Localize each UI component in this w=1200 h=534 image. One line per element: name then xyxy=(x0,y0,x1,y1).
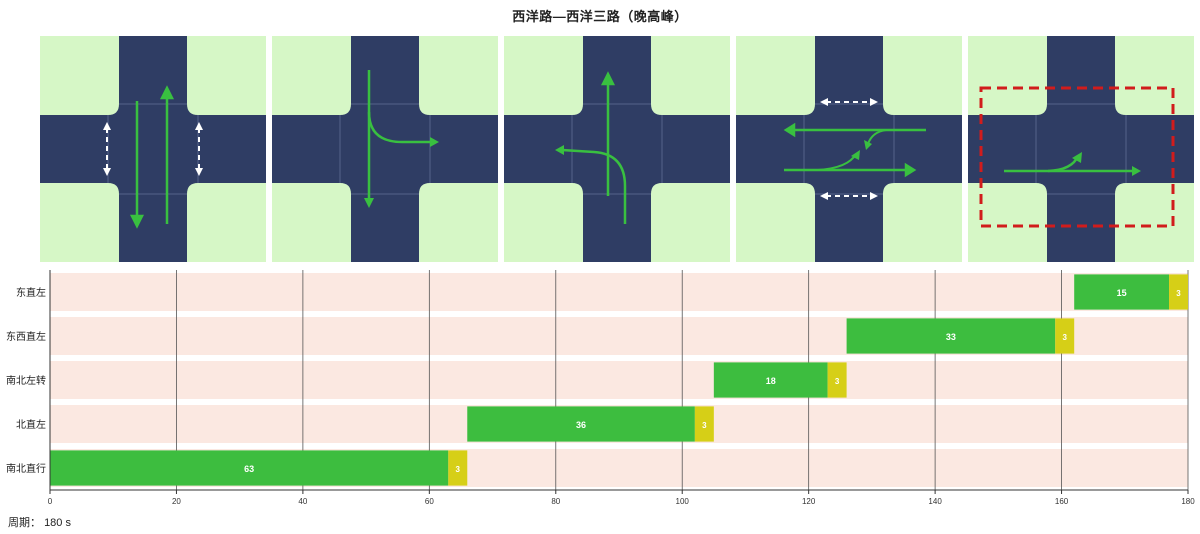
x-tick-label: 60 xyxy=(425,497,434,506)
green-duration-label: 36 xyxy=(576,420,586,430)
x-tick-label: 40 xyxy=(298,497,307,506)
row-label: 南北左转 xyxy=(6,374,46,387)
intersection-road xyxy=(40,36,266,262)
chart-row-labels: 南北直行 北直左 南北左转 东西直左 东直左 xyxy=(6,286,46,475)
row-label: 东直左 xyxy=(16,286,46,299)
x-tick-label: 180 xyxy=(1181,497,1195,506)
pedestrian-crossing-arrows xyxy=(103,122,203,176)
row-background xyxy=(50,273,1188,311)
north-south-straight-arrows xyxy=(129,85,175,229)
phase-5-diagram xyxy=(968,36,1194,262)
row-label: 南北直行 xyxy=(6,462,46,475)
green-bar xyxy=(846,318,1056,354)
phase-2-diagram xyxy=(272,36,498,262)
green-bar xyxy=(1074,274,1170,310)
north-left-turn-arrow xyxy=(555,145,627,224)
x-tick-label: 0 xyxy=(48,497,53,506)
cycle-label: 周期： xyxy=(8,517,41,529)
intersection-road xyxy=(736,36,962,262)
green-bar xyxy=(467,406,695,442)
x-tick-label: 120 xyxy=(802,497,816,506)
signal-timing-chart: 63 336 318 333 315 3 0 20 40 60 80 100 120 140 160 180… xyxy=(6,270,1195,506)
yellow-bar xyxy=(1055,318,1075,354)
x-tick-label: 160 xyxy=(1055,497,1069,506)
cycle-text: 周期： 180 s xyxy=(8,514,71,530)
green-bar xyxy=(50,450,449,486)
east-west-left-turn-arrows xyxy=(817,129,926,171)
pedestrian-crossing-arrows xyxy=(820,98,878,200)
green-duration-label: 33 xyxy=(946,332,956,342)
yellow-bar xyxy=(694,406,714,442)
highlight-box xyxy=(979,86,1175,228)
row-label: 东西直左 xyxy=(6,330,46,343)
yellow-bar xyxy=(827,362,847,398)
row-label: 北直左 xyxy=(16,418,46,431)
green-duration-label: 63 xyxy=(244,464,254,474)
phase-1-diagram xyxy=(40,36,266,262)
intersection-road xyxy=(272,36,498,262)
x-tick-label: 100 xyxy=(676,497,690,506)
east-west-straight-arrows xyxy=(783,122,926,178)
green-bar xyxy=(713,362,828,398)
x-tick-label: 80 xyxy=(551,497,560,506)
yellow-duration-label: 3 xyxy=(1062,333,1067,342)
yellow-duration-label: 3 xyxy=(456,465,461,474)
phase-4-diagram xyxy=(736,36,962,262)
green-duration-label: 15 xyxy=(1117,288,1127,298)
chart-bars: 63 336 318 333 315 3 xyxy=(50,274,1188,486)
yellow-duration-label: 3 xyxy=(835,377,840,386)
intersection-road xyxy=(504,36,730,262)
yellow-bar xyxy=(1169,274,1188,310)
yellow-duration-label: 3 xyxy=(1176,289,1181,298)
cycle-value: 180 s xyxy=(44,517,71,529)
chart-x-axis: 0 20 40 60 80 100 120 140 160 180 xyxy=(48,270,1195,506)
row-background xyxy=(50,361,1188,399)
yellow-bar xyxy=(448,450,468,486)
green-duration-label: 18 xyxy=(766,376,776,386)
east-straight-left-arrow xyxy=(1004,152,1141,176)
x-tick-label: 20 xyxy=(172,497,181,506)
intersection-road xyxy=(968,36,1194,262)
south-left-turn-arrow xyxy=(364,70,439,208)
x-tick-label: 140 xyxy=(928,497,942,506)
north-south-straight-arrows xyxy=(600,71,616,196)
diagram-title: 西洋路—西洋三路（晚高峰） xyxy=(512,9,688,24)
yellow-duration-label: 3 xyxy=(702,421,707,430)
phase-3-diagram xyxy=(504,36,730,262)
